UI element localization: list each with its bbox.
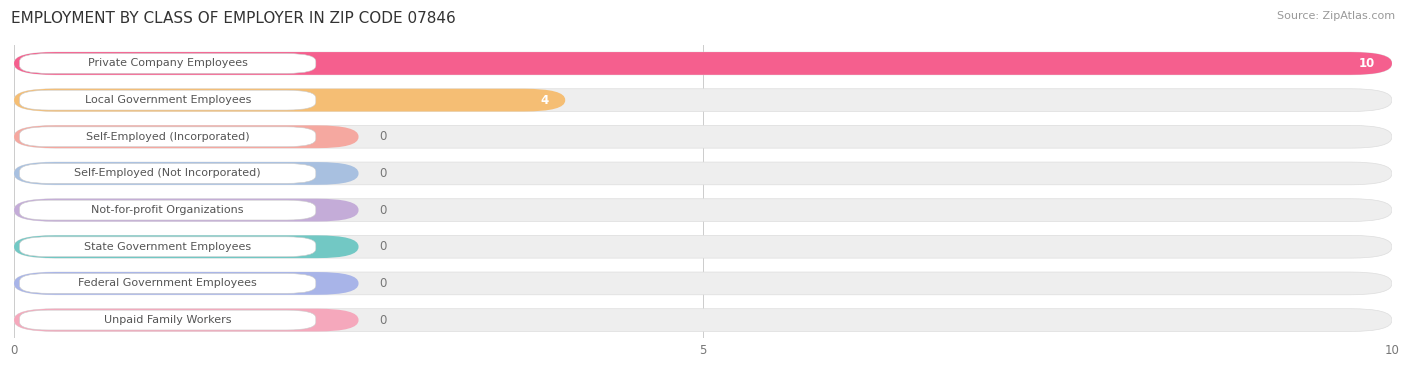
Text: 0: 0 <box>380 203 387 217</box>
FancyBboxPatch shape <box>20 200 316 220</box>
Text: EMPLOYMENT BY CLASS OF EMPLOYER IN ZIP CODE 07846: EMPLOYMENT BY CLASS OF EMPLOYER IN ZIP C… <box>11 11 456 26</box>
Text: 4: 4 <box>540 94 548 107</box>
FancyBboxPatch shape <box>14 235 359 258</box>
FancyBboxPatch shape <box>20 127 316 147</box>
Text: Local Government Employees: Local Government Employees <box>84 95 250 105</box>
FancyBboxPatch shape <box>20 237 316 257</box>
Text: Self-Employed (Incorporated): Self-Employed (Incorporated) <box>86 132 249 142</box>
FancyBboxPatch shape <box>14 89 1392 111</box>
FancyBboxPatch shape <box>14 235 1392 258</box>
FancyBboxPatch shape <box>20 164 316 183</box>
FancyBboxPatch shape <box>14 272 359 295</box>
Text: Not-for-profit Organizations: Not-for-profit Organizations <box>91 205 245 215</box>
FancyBboxPatch shape <box>20 90 316 110</box>
FancyBboxPatch shape <box>14 199 1392 221</box>
FancyBboxPatch shape <box>14 126 359 148</box>
FancyBboxPatch shape <box>14 162 1392 185</box>
Text: Source: ZipAtlas.com: Source: ZipAtlas.com <box>1277 11 1395 21</box>
FancyBboxPatch shape <box>14 309 359 331</box>
FancyBboxPatch shape <box>20 310 316 330</box>
FancyBboxPatch shape <box>20 273 316 293</box>
Text: State Government Employees: State Government Employees <box>84 242 252 252</box>
Text: 0: 0 <box>380 314 387 327</box>
Text: 0: 0 <box>380 167 387 180</box>
Text: Self-Employed (Not Incorporated): Self-Employed (Not Incorporated) <box>75 168 262 179</box>
FancyBboxPatch shape <box>14 272 1392 295</box>
FancyBboxPatch shape <box>14 199 359 221</box>
Text: Unpaid Family Workers: Unpaid Family Workers <box>104 315 232 325</box>
Text: Federal Government Employees: Federal Government Employees <box>79 278 257 288</box>
Text: 0: 0 <box>380 130 387 143</box>
Text: 0: 0 <box>380 277 387 290</box>
Text: Private Company Employees: Private Company Employees <box>87 58 247 68</box>
FancyBboxPatch shape <box>20 53 316 73</box>
FancyBboxPatch shape <box>14 89 565 111</box>
Text: 10: 10 <box>1360 57 1375 70</box>
FancyBboxPatch shape <box>14 309 1392 331</box>
FancyBboxPatch shape <box>14 162 359 185</box>
FancyBboxPatch shape <box>14 126 1392 148</box>
FancyBboxPatch shape <box>14 52 1392 75</box>
Text: 0: 0 <box>380 240 387 253</box>
FancyBboxPatch shape <box>14 52 1392 75</box>
